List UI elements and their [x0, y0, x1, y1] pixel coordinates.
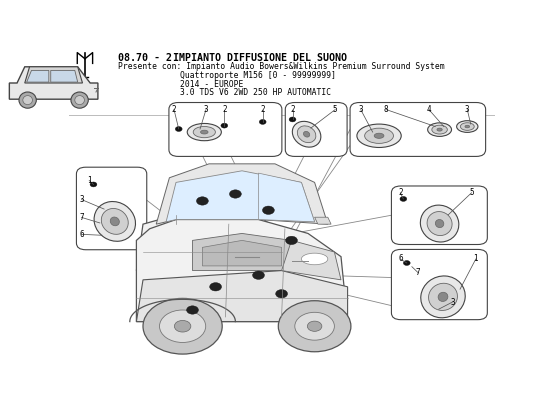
FancyBboxPatch shape — [392, 250, 487, 320]
Circle shape — [221, 123, 228, 128]
Ellipse shape — [101, 208, 128, 234]
Ellipse shape — [437, 128, 442, 131]
Text: 5: 5 — [469, 188, 474, 197]
Polygon shape — [9, 67, 98, 99]
Ellipse shape — [436, 220, 444, 228]
Circle shape — [229, 190, 241, 198]
Text: 3: 3 — [450, 298, 455, 306]
Text: 2: 2 — [398, 188, 403, 197]
Circle shape — [252, 271, 265, 279]
Circle shape — [186, 306, 199, 314]
Polygon shape — [156, 164, 328, 224]
Text: 3.0 TDS V6 2WD 250 HP AUTOMATIC: 3.0 TDS V6 2WD 250 HP AUTOMATIC — [180, 88, 332, 97]
Text: 3: 3 — [465, 105, 470, 114]
Ellipse shape — [428, 123, 452, 136]
Circle shape — [174, 320, 191, 332]
Circle shape — [71, 92, 88, 108]
Polygon shape — [166, 171, 315, 222]
FancyBboxPatch shape — [392, 186, 487, 244]
FancyBboxPatch shape — [350, 102, 486, 156]
Circle shape — [262, 206, 274, 214]
Text: 2: 2 — [290, 105, 295, 114]
Text: 3: 3 — [359, 105, 363, 114]
Ellipse shape — [298, 126, 316, 143]
Ellipse shape — [456, 121, 478, 132]
Polygon shape — [136, 270, 348, 322]
Circle shape — [75, 96, 85, 105]
Text: Quattroporte M156 [0 - 99999999]: Quattroporte M156 [0 - 99999999] — [180, 72, 337, 80]
Polygon shape — [282, 240, 341, 280]
Ellipse shape — [438, 292, 448, 302]
Text: 2: 2 — [222, 105, 227, 114]
Polygon shape — [315, 217, 331, 224]
Text: 3: 3 — [204, 105, 208, 114]
Text: Presente con: Impianto Audio Bowers&Wilkins Premium Surround System: Presente con: Impianto Audio Bowers&Wilk… — [118, 62, 444, 71]
Polygon shape — [136, 220, 348, 322]
Circle shape — [307, 321, 322, 331]
Circle shape — [160, 310, 206, 342]
Circle shape — [276, 290, 288, 298]
Ellipse shape — [460, 123, 474, 130]
Polygon shape — [136, 215, 282, 270]
Ellipse shape — [201, 130, 208, 134]
Ellipse shape — [293, 121, 321, 147]
Ellipse shape — [420, 205, 459, 242]
Circle shape — [285, 236, 298, 244]
Text: 1: 1 — [87, 176, 91, 185]
Circle shape — [278, 301, 351, 352]
Ellipse shape — [301, 253, 328, 265]
Text: 5: 5 — [333, 105, 338, 114]
Ellipse shape — [365, 128, 393, 143]
Ellipse shape — [110, 217, 119, 226]
Circle shape — [90, 182, 97, 187]
Text: 8: 8 — [384, 105, 389, 114]
Text: IMPIANTO DIFFUSIONE DEL SUONO: IMPIANTO DIFFUSIONE DEL SUONO — [173, 53, 347, 63]
Text: 4: 4 — [427, 105, 431, 114]
Ellipse shape — [427, 212, 452, 236]
Text: 7: 7 — [79, 213, 84, 222]
Circle shape — [175, 126, 182, 132]
FancyBboxPatch shape — [285, 102, 347, 156]
FancyBboxPatch shape — [76, 167, 147, 250]
Circle shape — [19, 92, 36, 108]
Ellipse shape — [357, 124, 401, 148]
FancyBboxPatch shape — [169, 102, 282, 156]
Polygon shape — [26, 70, 49, 82]
Text: 3: 3 — [79, 195, 84, 204]
Ellipse shape — [193, 126, 216, 138]
Text: 2014 - EUROPE: 2014 - EUROPE — [180, 80, 244, 89]
Polygon shape — [192, 234, 292, 270]
Circle shape — [295, 312, 334, 340]
Ellipse shape — [428, 283, 458, 310]
Ellipse shape — [465, 125, 470, 128]
Circle shape — [143, 298, 222, 354]
Text: 2: 2 — [172, 105, 177, 114]
Circle shape — [23, 96, 32, 105]
Text: 6: 6 — [398, 254, 403, 264]
Ellipse shape — [432, 125, 447, 134]
Ellipse shape — [304, 132, 310, 137]
Circle shape — [400, 196, 407, 201]
Ellipse shape — [187, 124, 221, 141]
Ellipse shape — [94, 202, 135, 241]
Polygon shape — [202, 240, 282, 266]
Text: 08.70 - 2: 08.70 - 2 — [118, 53, 172, 63]
Circle shape — [196, 197, 208, 205]
Text: 2: 2 — [260, 105, 265, 114]
Polygon shape — [258, 173, 315, 222]
Circle shape — [210, 283, 222, 291]
Ellipse shape — [374, 133, 384, 138]
Polygon shape — [25, 67, 82, 83]
Circle shape — [403, 260, 410, 266]
Circle shape — [259, 120, 266, 124]
Polygon shape — [51, 70, 78, 82]
Ellipse shape — [421, 276, 465, 318]
Text: 1: 1 — [474, 254, 478, 264]
Text: 7: 7 — [416, 268, 421, 277]
Circle shape — [289, 117, 296, 122]
Text: 6: 6 — [79, 230, 84, 239]
